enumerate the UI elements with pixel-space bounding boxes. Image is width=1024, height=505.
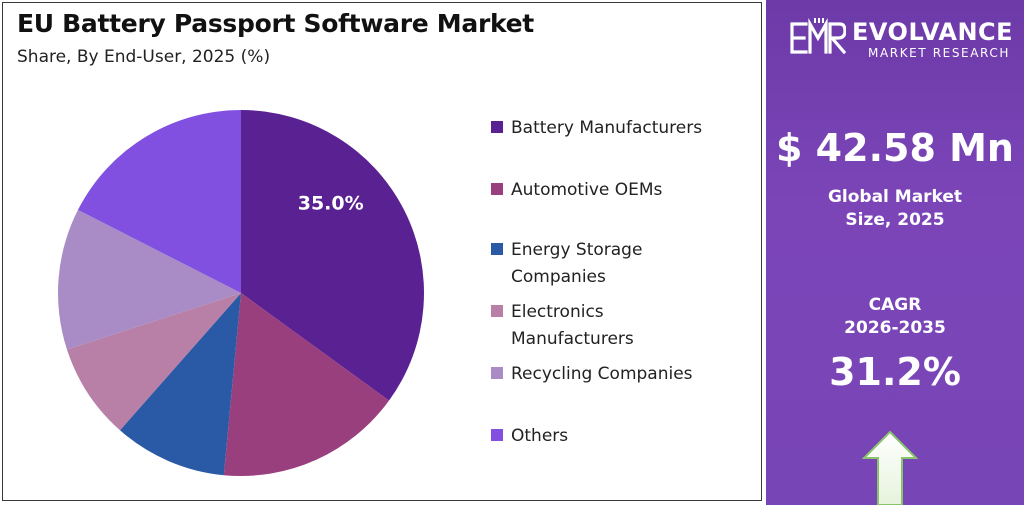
- legend-label-line: Electronics: [511, 302, 604, 322]
- market-size-label: Global Market Size, 2025: [795, 186, 995, 232]
- legend-item: Battery Manufacturers: [491, 115, 751, 142]
- legend-item: Recycling Companies: [491, 361, 751, 388]
- legend-swatch: [491, 367, 503, 379]
- chart-subtitle: Share, By End-User, 2025 (%): [17, 47, 271, 67]
- legend-label-line: Others: [511, 426, 569, 446]
- legend-swatch: [491, 429, 503, 441]
- brand-name: EVOLVANCE: [852, 18, 1014, 46]
- cagr-label-line1: CAGR: [868, 295, 922, 315]
- brand-tagline: MARKET RESEARCH: [868, 46, 1010, 60]
- legend-swatch: [491, 121, 503, 133]
- legend-item: Energy Storage Companies: [491, 237, 751, 291]
- legend-swatch: [491, 243, 503, 255]
- pie-slice-energy-storage-companies: [119, 293, 241, 476]
- legend-label-line: Energy Storage: [511, 240, 643, 260]
- legend-label-line: Automotive OEMs: [511, 180, 663, 200]
- stats-panel: EVOLVANCE MARKET RESEARCH $ 42.58 Mn Glo…: [766, 0, 1024, 505]
- legend-label-line: Manufacturers: [511, 329, 634, 349]
- pie-slice-recycling-companies: [58, 209, 242, 350]
- up-arrow-icon: [862, 430, 918, 505]
- market-size-label-line2: Size, 2025: [845, 210, 945, 230]
- legend-label: Recycling Companies: [511, 361, 693, 388]
- market-size-label-line1: Global Market: [827, 187, 963, 207]
- pie-slice-electronics-manufacturers: [66, 293, 242, 431]
- pie-data-label: 35.0%: [298, 192, 364, 214]
- pie-slice-automotive-oems: [223, 293, 390, 477]
- legend-label: Energy Storage Companies: [511, 237, 642, 291]
- legend-item: Others: [491, 423, 751, 450]
- pie-chart: 35.0%: [58, 110, 424, 477]
- cagr-value: 31.2%: [829, 350, 961, 394]
- legend-item: Electronics Manufacturers: [491, 299, 751, 353]
- cagr-label: CAGR 2026-2035: [795, 294, 995, 340]
- legend-swatch: [491, 305, 503, 317]
- cagr-label-line2: 2026-2035: [844, 318, 946, 338]
- legend-label: Battery Manufacturers: [511, 115, 702, 142]
- chart-panel: EU Battery Passport Software Market Shar…: [2, 2, 762, 501]
- pie-slice-others: [77, 110, 241, 293]
- legend-swatch: [491, 183, 503, 195]
- brand-logo: EVOLVANCE MARKET RESEARCH: [790, 12, 1014, 62]
- pie-slice-battery-manufacturers: [241, 110, 424, 401]
- legend-item: Automotive OEMs: [491, 177, 751, 204]
- legend-label-line: Companies: [511, 267, 606, 287]
- emr-logo-icon: [790, 18, 846, 55]
- legend-label: Automotive OEMs: [511, 177, 662, 204]
- legend-label: Electronics Manufacturers: [511, 299, 634, 353]
- market-size-value: $ 42.58 Mn: [776, 126, 1014, 170]
- legend-label-line: Recycling Companies: [511, 364, 693, 384]
- legend-label: Others: [511, 423, 568, 450]
- legend-label-line: Battery Manufacturers: [511, 118, 703, 138]
- chart-title: EU Battery Passport Software Market: [17, 9, 534, 38]
